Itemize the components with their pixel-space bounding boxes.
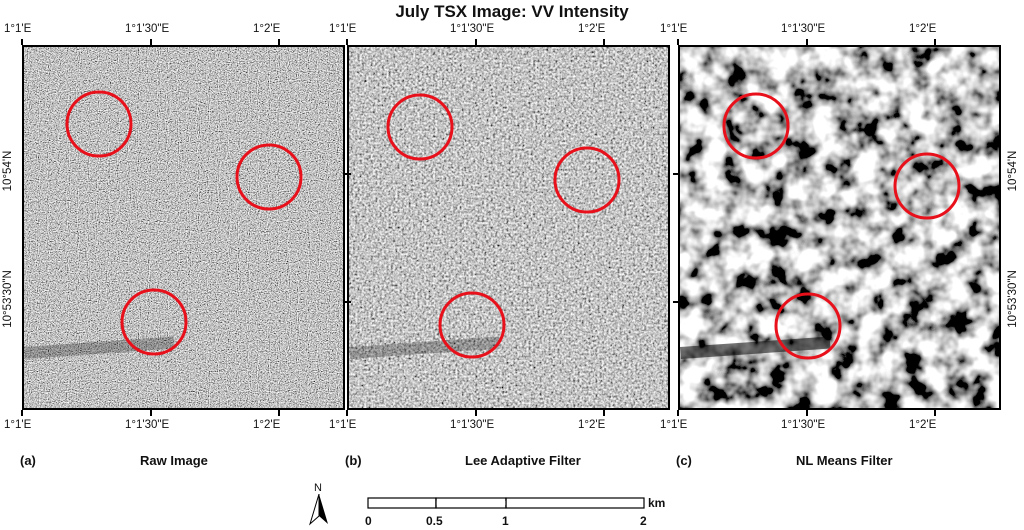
lat-tick-mid-left: [345, 301, 351, 303]
north-arrow-icon: [309, 494, 328, 526]
scale-unit: km: [648, 496, 666, 510]
lon-label-bottom: 1°2'E: [253, 419, 281, 431]
north-arrow: N: [308, 482, 330, 526]
lon-label-top: 1°1'30"E: [450, 23, 495, 35]
lon-tick: [934, 410, 936, 416]
lon-tick: [475, 39, 477, 45]
highlight-circle-3: [774, 292, 842, 360]
lon-label-bottom: 1°2'E: [578, 419, 606, 431]
panel-caption-lee: Lee Adaptive Filter: [465, 453, 581, 468]
sar-image-nlm: [680, 47, 999, 408]
lon-label-top: 1°1'30"E: [125, 23, 170, 35]
highlight-circle-2: [553, 146, 621, 214]
lon-tick: [278, 410, 280, 416]
lon-label-top: 1°1'E: [660, 23, 688, 35]
lon-tick: [21, 410, 23, 416]
scale-label-0-5: 0.5: [426, 514, 443, 528]
lon-tick: [677, 39, 679, 45]
lon-tick: [150, 39, 152, 45]
lon-label-bottom: 1°1'30"E: [450, 419, 495, 431]
lon-label-bottom: 1°1'E: [660, 419, 688, 431]
highlight-circle-3: [120, 288, 188, 356]
lat-label: 10°54'N: [2, 150, 14, 192]
scale-label-1: 1: [502, 514, 509, 528]
lon-tick: [475, 410, 477, 416]
lon-label-top: 1°2'E: [578, 23, 606, 35]
lon-label-top: 1°2'E: [909, 23, 937, 35]
highlight-circle-2: [893, 152, 961, 220]
lon-label-top: 1°1'E: [4, 23, 32, 35]
lon-tick: [278, 39, 280, 45]
lon-tick: [21, 39, 23, 45]
map-panel-raw: [22, 45, 345, 410]
lat-label: 10°53'30"N: [1007, 270, 1019, 328]
panel-letter-nlm: (c): [676, 453, 692, 468]
lat-tick-mid-right: [673, 301, 679, 303]
highlight-circle-2: [235, 143, 303, 211]
highlight-circle-1: [386, 93, 454, 161]
scale-bar: [367, 497, 645, 509]
lon-tick: [603, 39, 605, 45]
lat-tick-mid-left: [345, 173, 351, 175]
map-panel-nlm: [678, 45, 1001, 410]
lon-label-top: 1°1'30"E: [781, 23, 826, 35]
lon-label-bottom: 1°1'E: [4, 419, 32, 431]
scale-label-2: 2: [640, 514, 647, 528]
sar-image-raw: [24, 47, 343, 408]
panel-caption-nlm: NL Means Filter: [796, 453, 893, 468]
lon-tick: [603, 410, 605, 416]
panel-caption-raw: Raw Image: [140, 453, 208, 468]
lon-tick: [677, 410, 679, 416]
figure-title: July TSX Image: VV Intensity: [395, 2, 629, 21]
sar-image-lee: [349, 47, 668, 408]
lon-tick: [806, 410, 808, 416]
lat-tick-mid-right: [673, 173, 679, 175]
lon-label-bottom: 1°1'30"E: [781, 419, 826, 431]
lon-tick: [806, 39, 808, 45]
lat-label: 10°53'30"N: [2, 270, 14, 328]
lon-tick: [346, 410, 348, 416]
lon-label-bottom: 1°1'30"E: [125, 419, 170, 431]
lon-label-bottom: 1°2'E: [909, 419, 937, 431]
lon-label-top: 1°1'E: [329, 23, 357, 35]
lon-label-top: 1°2'E: [253, 23, 281, 35]
panel-letter-lee: (b): [345, 453, 362, 468]
lon-tick: [346, 39, 348, 45]
highlight-circle-1: [65, 90, 133, 158]
lat-label: 10°54'N: [1007, 150, 1019, 192]
lon-tick: [934, 39, 936, 45]
lon-label-bottom: 1°1'E: [329, 419, 357, 431]
scale-label-0: 0: [365, 514, 372, 528]
highlight-circle-1: [722, 92, 790, 160]
map-panel-lee: [347, 45, 670, 410]
highlight-circle-3: [438, 291, 506, 359]
lon-tick: [150, 410, 152, 416]
panel-letter-raw: (a): [20, 453, 36, 468]
north-arrow-label: N: [314, 482, 322, 494]
